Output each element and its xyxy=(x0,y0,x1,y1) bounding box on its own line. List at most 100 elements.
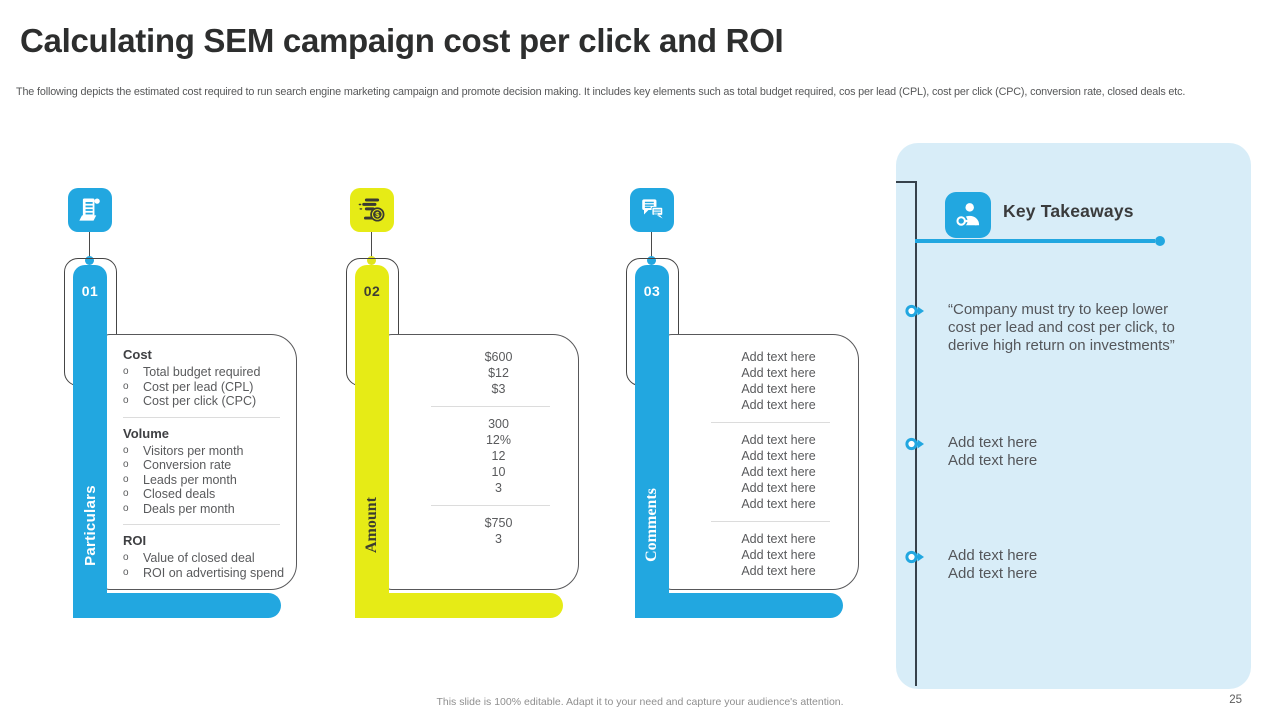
key-takeaways-panel: Key Takeaways “Company must try to keep … xyxy=(896,143,1251,689)
comments-card: Add text here Add text here Add text here A… xyxy=(662,334,859,590)
list-item-label: Deals per month xyxy=(143,501,235,516)
bullet-arrow-icon xyxy=(905,437,924,451)
text-placeholder[interactable]: Add text here xyxy=(741,532,816,546)
column-bar: 01 Particulars xyxy=(73,265,107,618)
list-bullet: o xyxy=(123,380,129,392)
card-value: 12 xyxy=(491,449,506,463)
list-item-label: Total budget required xyxy=(143,365,261,379)
text-placeholder[interactable]: Add text here xyxy=(741,548,816,562)
connector-line xyxy=(371,232,372,257)
text-placeholder[interactable]: Add text here xyxy=(741,398,816,412)
card-value: 300 xyxy=(488,417,509,431)
list-item-label: Visitors per month xyxy=(143,443,244,458)
takeaway-quote: “Company must try to keep lower cost per… xyxy=(948,301,1198,355)
card-divider xyxy=(123,416,280,418)
text-placeholder[interactable]: Add text here xyxy=(741,366,816,380)
card-divider xyxy=(711,422,830,423)
list-bullet: o xyxy=(123,473,129,485)
column-amount: $ $600 $12 $3 300 12% 12 10 3 $750 3 02 Amount xyxy=(342,185,642,635)
text-placeholder[interactable]: Add text here xyxy=(741,350,816,364)
text-placeholder[interactable]: Add text here xyxy=(741,449,816,463)
chat-bubbles-icon xyxy=(630,188,674,232)
bullet-arrow-icon xyxy=(905,550,924,564)
takeaway-line: Add text here xyxy=(948,452,1038,469)
page-title: Calculating SEM campaign cost per click … xyxy=(20,22,784,59)
list-item-label: Cost per lead (CPL) xyxy=(143,379,254,394)
list-item: o Visitors per month xyxy=(123,444,290,459)
list-item-label: Cost per click (CPC) xyxy=(143,394,257,408)
panel-connector-line xyxy=(896,181,915,183)
list-item: o Total budget required xyxy=(123,365,290,380)
text-placeholder[interactable]: Add text here xyxy=(741,465,816,479)
footer-note: This slide is 100% editable. Adapt it to… xyxy=(436,696,844,708)
list-item-label: Leads per month xyxy=(143,472,237,487)
card-value: $12 xyxy=(488,366,509,380)
column-bar-foot xyxy=(73,593,281,618)
list-bullet: o xyxy=(123,488,129,499)
card-value: 3 xyxy=(495,532,502,546)
list-item: o Closed deals xyxy=(123,487,290,502)
card-value: $3 xyxy=(491,382,506,396)
card-divider xyxy=(431,505,550,506)
list-bullet: o xyxy=(123,444,129,456)
list-bullet: o xyxy=(123,459,129,470)
column-number: 01 xyxy=(81,283,99,299)
bullet-arrow-icon xyxy=(905,304,924,318)
column-bar: 03 Comments xyxy=(635,265,669,618)
takeaway-line: “Company must try to keep lower cost per… xyxy=(948,301,1175,354)
column-vertical-label: Comments xyxy=(643,488,661,562)
card-divider xyxy=(431,406,550,407)
underline-end-dot xyxy=(1155,236,1165,246)
text-placeholder[interactable]: Add text here xyxy=(741,481,816,495)
key-takeaways-title: Key Takeaways xyxy=(1003,201,1134,221)
column-number: 02 xyxy=(363,283,381,299)
svg-text:$: $ xyxy=(375,210,380,219)
list-bullet: o xyxy=(123,502,129,514)
text-placeholder[interactable]: Add text here xyxy=(741,497,816,511)
amount-card: $600 $12 $3 300 12% 12 10 3 $750 3 xyxy=(382,334,579,590)
text-placeholder[interactable]: Add text here xyxy=(741,564,816,578)
connector-line xyxy=(89,232,90,257)
column-particulars: Cost o Total budget required o Cost per lead… xyxy=(60,185,360,635)
takeaway-line: Add text here xyxy=(948,434,1038,451)
connector-line xyxy=(651,232,652,257)
connector-dot xyxy=(85,256,94,265)
card-value: 10 xyxy=(491,465,506,479)
list-item: o ROI on advertising spend xyxy=(123,566,290,581)
takeaway-item[interactable]: Add text here Add text here xyxy=(904,434,1198,470)
list-item: o Conversion rate xyxy=(123,458,290,473)
column-comments: Add text here Add text here Add text here A… xyxy=(622,185,922,635)
column-number: 03 xyxy=(643,283,661,299)
text-placeholder[interactable]: Add text here xyxy=(741,382,816,396)
card-value: 3 xyxy=(495,481,502,495)
money-coins-icon: $ xyxy=(350,188,394,232)
card-divider xyxy=(711,521,830,522)
card-value: $750 xyxy=(484,516,513,530)
list-item: o Deals per month xyxy=(123,502,290,517)
takeaway-placeholder-text[interactable]: Add text here Add text here xyxy=(948,547,1198,583)
takeaway-item: “Company must try to keep lower cost per… xyxy=(904,301,1198,355)
list-item: o Value of closed deal xyxy=(123,551,290,566)
card-divider xyxy=(123,524,280,525)
page-number: 25 xyxy=(1229,694,1242,706)
card-section-heading: Volume xyxy=(123,425,169,441)
panel-vertical-line xyxy=(915,181,917,686)
column-vertical-label: Amount xyxy=(363,496,381,554)
takeaway-item[interactable]: Add text here Add text here xyxy=(904,547,1198,583)
list-item-label: Conversion rate xyxy=(143,458,232,472)
receipt-icon xyxy=(68,188,112,232)
connector-dot xyxy=(647,256,656,265)
list-item-label: ROI on advertising spend xyxy=(143,565,285,580)
takeaway-placeholder-text[interactable]: Add text here Add text here xyxy=(948,434,1198,470)
list-item-label: Value of closed deal xyxy=(143,551,255,565)
person-key-icon xyxy=(945,192,991,238)
page-subtitle: The following depicts the estimated cost… xyxy=(16,86,1186,98)
card-value: $600 xyxy=(484,350,513,364)
text-placeholder[interactable]: Add text here xyxy=(741,433,816,447)
column-vertical-label: Particulars xyxy=(81,484,99,566)
column-bar-foot xyxy=(355,593,563,618)
column-bar-foot xyxy=(635,593,843,618)
list-bullet: o xyxy=(123,552,129,563)
list-bullet: o xyxy=(123,395,129,406)
